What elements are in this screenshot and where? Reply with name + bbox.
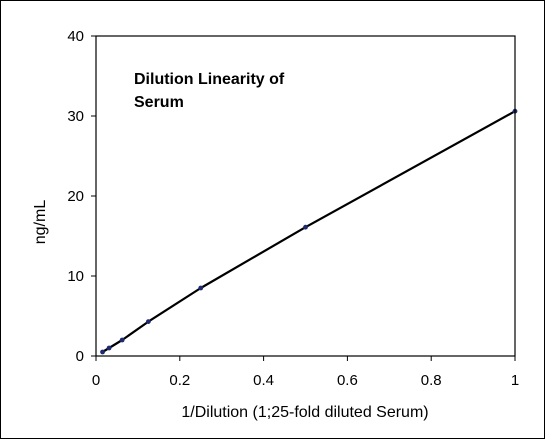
y-tick-label: 0: [76, 348, 84, 365]
x-tick-label: 0.6: [337, 372, 358, 389]
y-tick-label: 40: [67, 28, 84, 45]
y-axis-label: ng/mL: [32, 200, 49, 245]
data-point: [198, 285, 204, 291]
x-tick-label: 0.4: [253, 372, 274, 389]
x-tick-label: 0.8: [421, 372, 442, 389]
data-point: [119, 337, 125, 343]
chart-title-line-2: Serum: [134, 94, 184, 111]
x-tick-label: 0: [92, 372, 100, 389]
data-point: [145, 319, 151, 324]
chart-title-line-1: Dilution Linearity of: [134, 71, 285, 88]
data-point: [106, 345, 112, 351]
x-tick-label: 1: [511, 372, 519, 389]
data-point: [303, 224, 308, 230]
data-point: [100, 349, 105, 355]
x-tick-label: 0.2: [169, 372, 190, 389]
y-tick-label: 10: [67, 268, 84, 285]
y-tick-label: 20: [67, 188, 84, 205]
x-axis-label: 1/Dilution (1;25-fold diluted Serum): [181, 404, 428, 421]
plot-area: [95, 35, 516, 357]
series-line: [101, 110, 516, 353]
y-tick-label: 30: [67, 108, 84, 125]
